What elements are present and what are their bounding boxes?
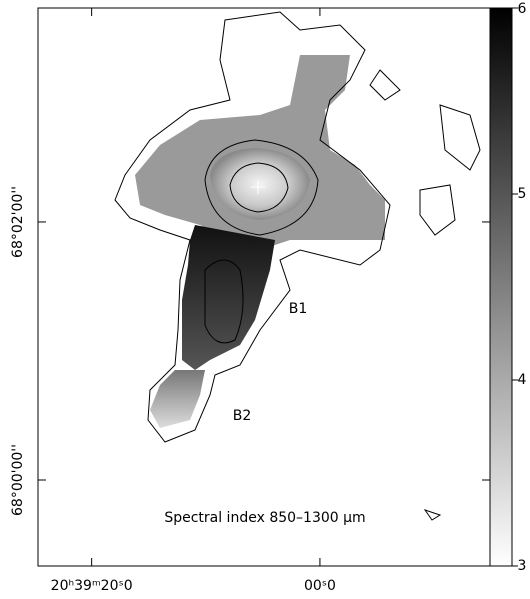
y-tick-label: 68°02'00'' [10, 186, 26, 258]
emission-core [210, 148, 310, 220]
contour [369, 69, 401, 101]
map-image [114, 11, 481, 521]
contour [423, 509, 442, 521]
contour [439, 104, 481, 171]
contour [419, 184, 456, 236]
colorbar-tick-label: 6 [518, 1, 527, 17]
colorbar-tick-label: 5 [518, 186, 527, 202]
annotation: Spectral index 850–1300 μm [164, 510, 365, 526]
annotation: B2 [233, 408, 252, 424]
x-tick-label: 20ʰ39ᵐ20ˢ0 [51, 578, 133, 594]
contour [229, 162, 289, 213]
emission-stem [182, 225, 275, 370]
colorbar [489, 7, 513, 567]
y-tick-label: 68°00'00'' [10, 444, 26, 516]
x-tick-label: 00ˢ0 [304, 578, 336, 594]
contour [114, 11, 391, 443]
emission-b2 [150, 370, 205, 428]
contour [204, 139, 319, 236]
colorbar-tick-label: 3 [518, 558, 527, 574]
annotation: B1 [289, 301, 308, 317]
contour [204, 259, 244, 344]
colorbar-tick-label: 4 [518, 372, 527, 388]
